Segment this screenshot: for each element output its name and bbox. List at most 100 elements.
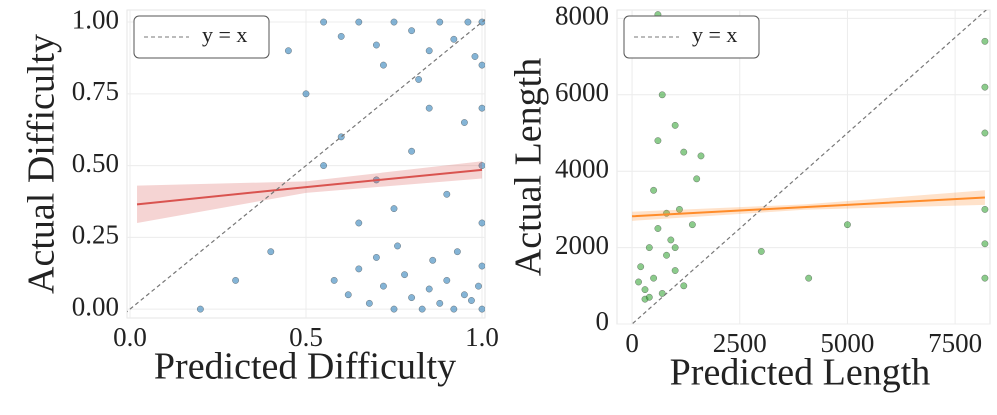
point [981, 83, 989, 91]
point [843, 221, 851, 229]
point [443, 276, 451, 284]
point [688, 221, 696, 229]
point [671, 267, 679, 274]
plot-content [127, 18, 485, 313]
point [654, 137, 662, 145]
y-tick-label: 4000 [555, 153, 609, 183]
point [478, 61, 485, 69]
point [337, 32, 345, 40]
y-axis-label: Actual Length [508, 58, 550, 276]
point [415, 76, 423, 83]
point [460, 291, 468, 299]
point [981, 205, 989, 213]
point [478, 104, 485, 112]
point [450, 35, 458, 43]
point [757, 247, 765, 255]
plot-content [631, 10, 989, 324]
point [658, 91, 666, 99]
point [355, 265, 363, 273]
point [645, 244, 653, 252]
point [425, 47, 433, 55]
x-axis-label: Predicted Difficulty [154, 346, 456, 388]
y-tick-label: 6000 [555, 77, 609, 107]
point [981, 129, 989, 137]
point [330, 276, 338, 284]
point [981, 37, 989, 45]
x-tick-label: 2500 [713, 328, 767, 358]
point [478, 262, 485, 270]
point [667, 236, 675, 244]
y-tick-label: 0.50 [72, 148, 119, 178]
point [641, 286, 649, 294]
point [805, 274, 813, 282]
point [680, 148, 688, 156]
point [981, 240, 989, 248]
y-tick-label: 0 [596, 306, 610, 336]
point [401, 271, 409, 279]
point [394, 242, 401, 250]
legend-box [623, 15, 760, 59]
point [464, 18, 472, 26]
point [650, 186, 658, 194]
x-tick-label: 1.0 [465, 322, 499, 352]
point [680, 282, 688, 290]
point [302, 90, 310, 98]
point [429, 256, 437, 264]
point [284, 47, 292, 55]
point [390, 18, 398, 26]
point [196, 305, 204, 313]
point [372, 41, 380, 49]
point [267, 248, 275, 256]
point [355, 219, 363, 227]
point [232, 276, 240, 284]
x-tick-label: 0.0 [113, 322, 147, 352]
point [379, 61, 387, 69]
point [475, 282, 482, 290]
point [645, 293, 653, 301]
point [344, 291, 352, 299]
trend-line [632, 196, 985, 218]
point [697, 152, 705, 160]
point [676, 205, 683, 213]
point [408, 147, 416, 155]
point [693, 175, 701, 183]
point [460, 119, 468, 126]
legend-label: y = x [202, 22, 247, 47]
y-tick-label: 2000 [555, 230, 609, 260]
point [650, 274, 658, 282]
identity-line [631, 10, 988, 324]
y-axis-label: Actual Difficulty [21, 34, 63, 294]
point [671, 244, 679, 252]
confidence-band [137, 161, 483, 223]
y-tick-label: 8000 [555, 1, 609, 31]
point [418, 305, 426, 313]
point [408, 294, 416, 302]
point [365, 299, 373, 307]
point [372, 253, 380, 261]
x-tick-label: 5000 [820, 328, 874, 358]
identity-line [127, 18, 485, 313]
point [425, 104, 433, 112]
point [390, 205, 398, 213]
point [471, 53, 479, 60]
point [450, 305, 458, 313]
confidence-band [632, 190, 985, 221]
point [436, 18, 444, 26]
point [635, 278, 642, 286]
point [478, 162, 485, 170]
point [654, 225, 662, 232]
x-axis-label: Predicted Length [670, 352, 931, 394]
point [671, 121, 679, 129]
y-tick-label: 0.25 [72, 220, 119, 250]
point [355, 18, 363, 26]
point [443, 190, 451, 198]
point [408, 27, 416, 35]
y-tick-label: 0.75 [72, 76, 119, 106]
legend-box [133, 15, 270, 59]
point [637, 263, 645, 271]
point [467, 297, 475, 304]
x-tick-label: 0 [625, 328, 639, 358]
point [425, 285, 433, 293]
x-tick-label: 7500 [928, 328, 982, 358]
